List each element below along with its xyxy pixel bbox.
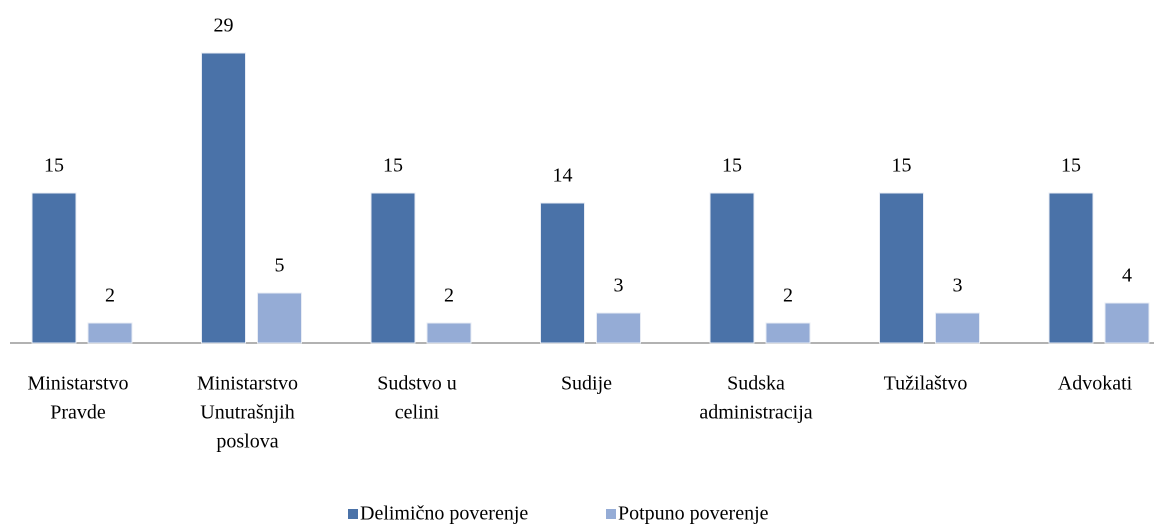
x-tick-label: Advokati — [1058, 373, 1133, 395]
x-tick-label: Unutrašnjih — [200, 402, 294, 424]
bar — [879, 192, 924, 344]
bar — [1104, 302, 1150, 344]
x-tick-label: Ministarstvo — [27, 373, 128, 395]
bar — [540, 202, 585, 344]
data-label: 3 — [953, 275, 963, 297]
data-label: 15 — [44, 155, 64, 177]
data-label: 2 — [783, 285, 793, 307]
data-label: 15 — [722, 155, 742, 177]
legend-label: Delimično poverenje — [360, 503, 528, 525]
data-label: 2 — [444, 285, 454, 307]
data-label: 15 — [1061, 155, 1081, 177]
bar — [87, 322, 133, 344]
x-tick-label: Sudstvo u — [377, 373, 456, 395]
bar — [370, 192, 416, 344]
x-tick-label: Sudska — [727, 373, 785, 395]
bar — [935, 312, 980, 344]
x-tick-label: Sudije — [561, 373, 612, 395]
data-label: 5 — [275, 255, 285, 277]
data-label: 14 — [553, 165, 573, 187]
data-label: 15 — [892, 155, 912, 177]
bar — [765, 322, 811, 344]
x-tick-label: Ministarstvo — [197, 373, 298, 395]
bar — [426, 322, 472, 344]
bar — [201, 52, 246, 344]
data-label: 4 — [1122, 265, 1132, 287]
data-label: 2 — [105, 285, 115, 307]
x-tick-label: Pravde — [50, 402, 106, 424]
legend-swatch — [606, 509, 616, 519]
bar — [709, 192, 755, 344]
legend-label: Potpuno poverenje — [618, 503, 769, 525]
bar — [1048, 192, 1094, 344]
data-label: 29 — [214, 15, 234, 37]
data-label: 3 — [614, 275, 624, 297]
x-tick-label: poslova — [216, 431, 278, 453]
x-tick-label: celini — [395, 402, 440, 424]
bar — [31, 192, 77, 344]
bar — [596, 312, 641, 344]
legend-swatch — [348, 509, 358, 519]
data-label: 15 — [383, 155, 403, 177]
bar — [257, 292, 302, 344]
x-tick-label: administracija — [699, 402, 812, 424]
x-tick-label: Tužilaštvo — [884, 373, 968, 395]
